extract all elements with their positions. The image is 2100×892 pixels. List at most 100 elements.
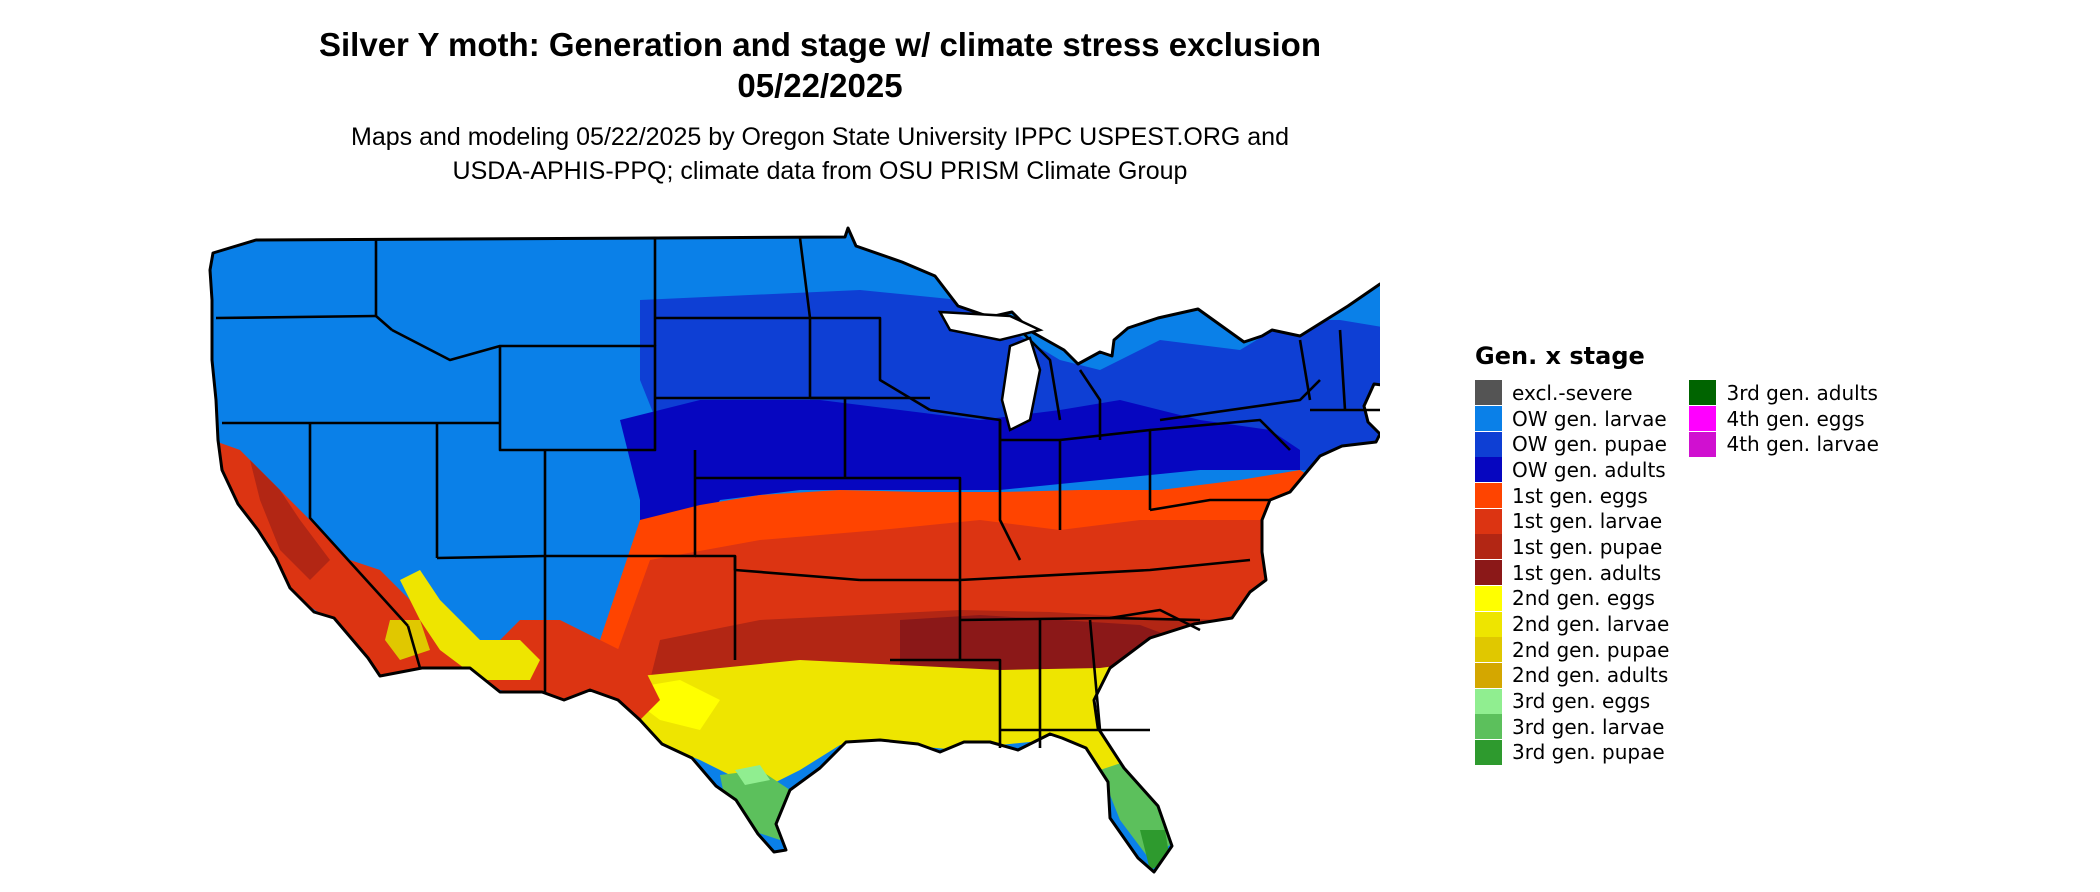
us-outline	[208, 226, 1380, 874]
state-border-arizona-south	[406, 625, 422, 669]
legend-label: 2nd gen. eggs	[1512, 586, 1655, 611]
legend-item: OW gen. pupae	[1475, 431, 1669, 457]
legend-title: Gen. x stage	[1475, 342, 1645, 370]
legend-swatch	[1475, 662, 1502, 688]
legend-swatch	[1475, 431, 1502, 457]
legend-swatch	[1475, 714, 1502, 740]
legend-label: 3rd gen. eggs	[1512, 689, 1651, 714]
legend-label: 3rd gen. larvae	[1512, 714, 1665, 739]
state-border-new-england-2	[1338, 329, 1347, 411]
legend-swatch	[1475, 534, 1502, 560]
legend-swatch	[1475, 585, 1502, 611]
legend-columns: excl.-severe OW gen. larvae OW gen. pupae O…	[1475, 380, 1879, 765]
legend-swatch	[1475, 739, 1502, 765]
state-borders	[215, 237, 1380, 748]
legend-swatch	[1475, 406, 1502, 432]
legend-item: excl.-severe	[1475, 380, 1669, 406]
legend-swatch	[1689, 406, 1717, 432]
legend-swatch	[1689, 431, 1717, 457]
legend-item: OW gen. larvae	[1475, 406, 1669, 432]
legend-label: 1st gen. adults	[1512, 560, 1662, 585]
state-border-minnesota	[810, 316, 931, 412]
legend-item: 2nd gen. larvae	[1475, 611, 1669, 637]
legend-swatch	[1475, 380, 1502, 406]
legend-label: 1st gen. pupae	[1512, 534, 1663, 559]
zone-2nd-larvae	[600, 660, 1170, 790]
state-border-montana-south	[391, 328, 501, 362]
legend-item: 3rd gen. pupae	[1475, 739, 1669, 766]
title-line-1: Silver Y moth: Generation and stage w/ c…	[319, 26, 1321, 63]
state-border-idaho-west	[374, 238, 393, 331]
zone-3rd-larvae-texas	[720, 770, 790, 840]
map-title: Silver Y moth: Generation and stage w/ c…	[200, 24, 1440, 106]
legend-item: OW gen. adults	[1475, 457, 1669, 483]
legend-swatch	[1475, 611, 1502, 637]
state-border-michigan-east	[1078, 369, 1102, 440]
state-border-colorado	[543, 450, 697, 558]
state-border-carolinas	[1109, 608, 1201, 632]
state-border-kentucky-tennessee	[959, 558, 1251, 582]
legend-swatch	[1475, 688, 1502, 714]
legend-swatch	[1475, 457, 1502, 483]
state-border-missouri	[845, 476, 962, 550]
state-border-alabama-georgia	[1088, 619, 1102, 731]
title-line-2: 05/22/2025	[737, 67, 903, 104]
legend-label: OW gen. larvae	[1512, 406, 1667, 431]
legend-item: 1st gen. pupae	[1475, 534, 1669, 560]
legend-swatch	[1689, 380, 1717, 406]
legend-item: 3rd gen. eggs	[1475, 688, 1669, 714]
lake-michigan	[1000, 336, 1042, 432]
legend-label: 3rd gen. adults	[1726, 380, 1878, 405]
state-border-wyoming	[498, 344, 657, 452]
map-subtitle: Maps and modeling 05/22/2025 by Oregon S…	[200, 120, 1440, 188]
zone-sw-1st-larvae	[212, 440, 660, 720]
legend-swatch	[1475, 483, 1502, 509]
legend-label: excl.-severe	[1512, 380, 1633, 405]
legend-label: 2nd gen. larvae	[1512, 612, 1670, 637]
legend-label: 1st gen. larvae	[1512, 509, 1663, 534]
legend-label: 4th gen. eggs	[1726, 406, 1865, 431]
legend-item: 3rd gen. adults	[1689, 380, 1878, 406]
state-border-arizona-newmexico	[436, 554, 546, 560]
legend-column-2: 3rd gen. adults 4th gen. eggs 4th gen. lar…	[1689, 380, 1879, 765]
legend-label: OW gen. adults	[1512, 457, 1666, 482]
legend-label: 3rd gen. pupae	[1512, 740, 1665, 765]
state-border-illinois	[998, 420, 1022, 561]
zone-sw-2nd-pupae	[385, 620, 430, 660]
legend-item: 2nd gen. pupae	[1475, 637, 1669, 663]
state-border-virginia	[1149, 498, 1270, 512]
legend-item: 1st gen. larvae	[1475, 508, 1669, 534]
state-border-tennessee-south	[959, 616, 1201, 622]
legend-label: 1st gen. eggs	[1512, 483, 1648, 508]
legend-swatch	[1475, 560, 1502, 586]
state-border-new-england-1	[1298, 339, 1312, 401]
legend-item: 2nd gen. adults	[1475, 662, 1669, 689]
zone-3rd-eggs	[735, 765, 770, 785]
legend-item: 3rd gen. larvae	[1475, 714, 1669, 740]
great-lakes	[937, 310, 1044, 432]
lake-superior	[937, 310, 1044, 342]
legend-item: 2nd gen. eggs	[1475, 585, 1669, 612]
legend-swatch	[1475, 508, 1502, 534]
legend-label: 4th gen. larvae	[1726, 432, 1879, 457]
us-outline-group	[208, 226, 1380, 874]
legend-label: 2nd gen. pupae	[1512, 637, 1670, 662]
zone-sw-1st-pupae	[250, 460, 330, 580]
us-map-svg	[208, 226, 1380, 874]
subtitle-line-2: USDA-APHIS-PPQ; climate data from OSU PR…	[452, 157, 1188, 185]
legend-item: 1st gen. adults	[1475, 560, 1669, 586]
state-border-northern-plains-west	[215, 314, 377, 320]
legend-item: 4th gen. eggs	[1689, 406, 1878, 432]
legend-label: 2nd gen. adults	[1512, 663, 1669, 688]
legend-item: 4th gen. larvae	[1689, 431, 1879, 457]
zone-sw-2nd-larvae	[400, 570, 540, 680]
state-border-newyork	[1159, 379, 1321, 422]
map-header: Silver Y moth: Generation and stage w/ c…	[200, 24, 1440, 188]
legend-column-1: excl.-severe OW gen. larvae OW gen. pupae O…	[1475, 380, 1669, 765]
state-border-louisiana	[890, 658, 1002, 748]
legend: Gen. x stage excl.-severe OW gen. larvae O…	[1475, 342, 1879, 765]
legend-label: OW gen. pupae	[1512, 432, 1667, 457]
subtitle-line-1: Maps and modeling 05/22/2025 by Oregon S…	[351, 123, 1289, 151]
state-border-pennsylvania	[1149, 418, 1291, 451]
legend-item: 1st gen. eggs	[1475, 483, 1669, 509]
